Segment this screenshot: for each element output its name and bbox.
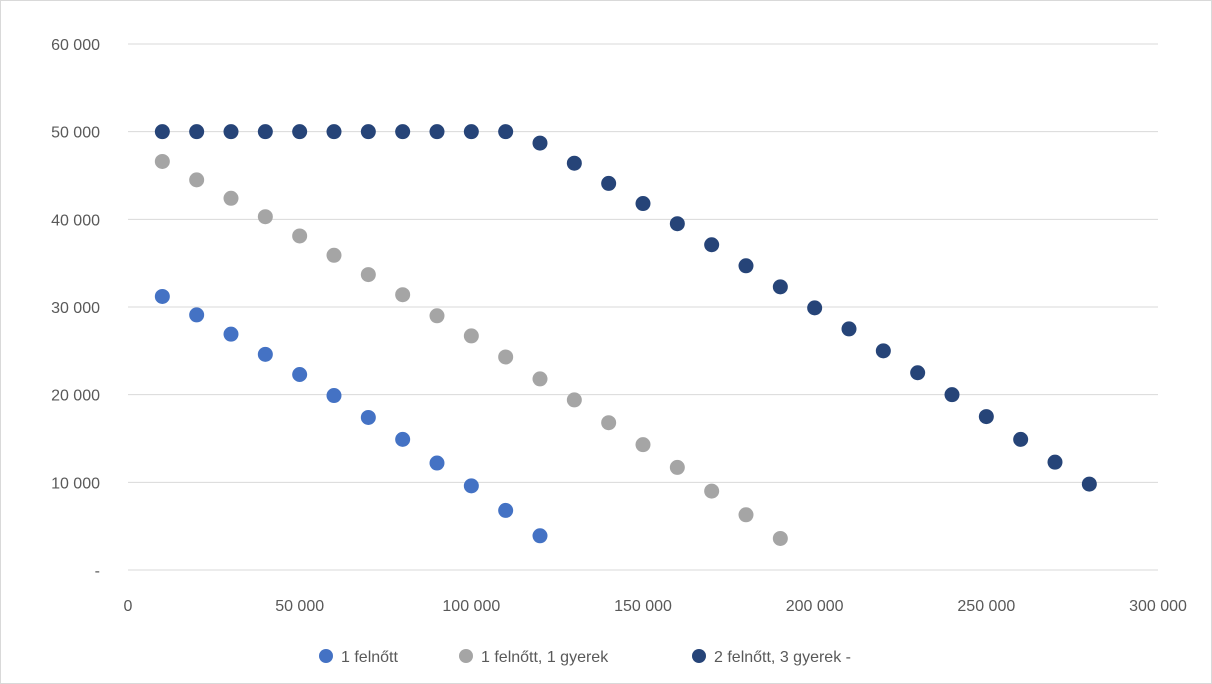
gridlines (128, 43, 1158, 571)
data-point (257, 124, 273, 140)
y-tick-label: - (95, 563, 100, 580)
data-point (189, 172, 205, 188)
data-point (738, 258, 754, 274)
data-point (704, 237, 720, 253)
data-point (772, 279, 788, 295)
x-tick-label: 150 000 (614, 598, 672, 615)
data-point (223, 190, 239, 206)
data-point (429, 124, 445, 140)
data-point (326, 124, 342, 140)
y-tick-label: 60 000 (51, 37, 100, 54)
x-tick-label: 250 000 (957, 598, 1015, 615)
series-2 (154, 153, 788, 546)
data-points (154, 124, 1097, 546)
data-point (292, 228, 308, 244)
y-tick-label: 40 000 (51, 212, 100, 229)
y-tick-label: 20 000 (51, 388, 100, 405)
data-point (463, 478, 479, 494)
data-point (498, 349, 514, 365)
data-point (532, 371, 548, 387)
legend-marker (319, 649, 333, 663)
data-point (532, 135, 548, 151)
x-axis-labels: 0 50 000 100 000 150 000 200 000 250 000 300 0… (124, 598, 1187, 615)
data-point (395, 124, 411, 140)
data-point (360, 124, 376, 140)
legend-label: 1 felnőtt (341, 649, 398, 666)
legend-label: 1 felnőtt, 1 gyerek (481, 649, 609, 666)
data-point (704, 483, 720, 499)
series-3 (154, 124, 1097, 492)
data-point (223, 124, 239, 140)
data-point (326, 388, 342, 404)
legend-item: 1 felnőtt, 1 gyerek (459, 649, 609, 666)
data-point (601, 175, 617, 191)
y-tick-label: 30 000 (51, 300, 100, 317)
data-point (601, 415, 617, 431)
data-point (635, 437, 651, 453)
data-point (463, 328, 479, 344)
x-tick-label: 300 000 (1129, 598, 1187, 615)
data-point (395, 287, 411, 303)
data-point (566, 392, 582, 408)
data-point (360, 267, 376, 283)
legend-item: 2 felnőtt, 3 gyerek - (692, 649, 851, 666)
data-point (1013, 431, 1029, 447)
data-point (875, 343, 891, 359)
data-point (429, 308, 445, 324)
x-tick-label: 50 000 (275, 598, 324, 615)
legend: 1 felnőtt 1 felnőtt, 1 gyerek 2 felnőtt, 3… (319, 649, 851, 666)
data-point (189, 307, 205, 323)
data-point (189, 124, 205, 140)
data-point (223, 326, 239, 342)
y-axis-labels: - 10 000 20 000 30 000 40 000 50 000 60 000 (51, 37, 100, 580)
data-point (292, 124, 308, 140)
data-point (910, 365, 926, 381)
data-point (463, 124, 479, 140)
data-point (292, 367, 308, 383)
x-tick-label: 100 000 (442, 598, 500, 615)
data-point (360, 409, 376, 425)
data-point (738, 507, 754, 523)
data-point (257, 209, 273, 225)
data-point (566, 155, 582, 171)
legend-label: 2 felnőtt, 3 gyerek - (714, 649, 851, 666)
legend-marker (459, 649, 473, 663)
data-point (669, 459, 685, 475)
data-point (429, 455, 445, 471)
data-point (635, 196, 651, 212)
data-point (154, 288, 170, 304)
series-1 (154, 288, 548, 544)
data-point (154, 124, 170, 140)
data-point (1047, 454, 1063, 470)
data-point (841, 321, 857, 337)
data-point (944, 387, 960, 403)
data-point (498, 502, 514, 518)
data-point (1081, 476, 1097, 492)
x-tick-label: 0 (124, 598, 133, 615)
legend-item: 1 felnőtt (319, 649, 398, 666)
legend-marker (692, 649, 706, 663)
data-point (257, 346, 273, 362)
x-tick-label: 200 000 (786, 598, 844, 615)
y-tick-label: 10 000 (51, 475, 100, 492)
data-point (498, 124, 514, 140)
y-tick-label: 50 000 (51, 125, 100, 142)
data-point (978, 409, 994, 425)
data-point (772, 530, 788, 546)
data-point (807, 300, 823, 316)
data-point (395, 431, 411, 447)
data-point (532, 528, 548, 544)
data-point (154, 153, 170, 169)
data-point (326, 247, 342, 263)
data-point (669, 216, 685, 232)
